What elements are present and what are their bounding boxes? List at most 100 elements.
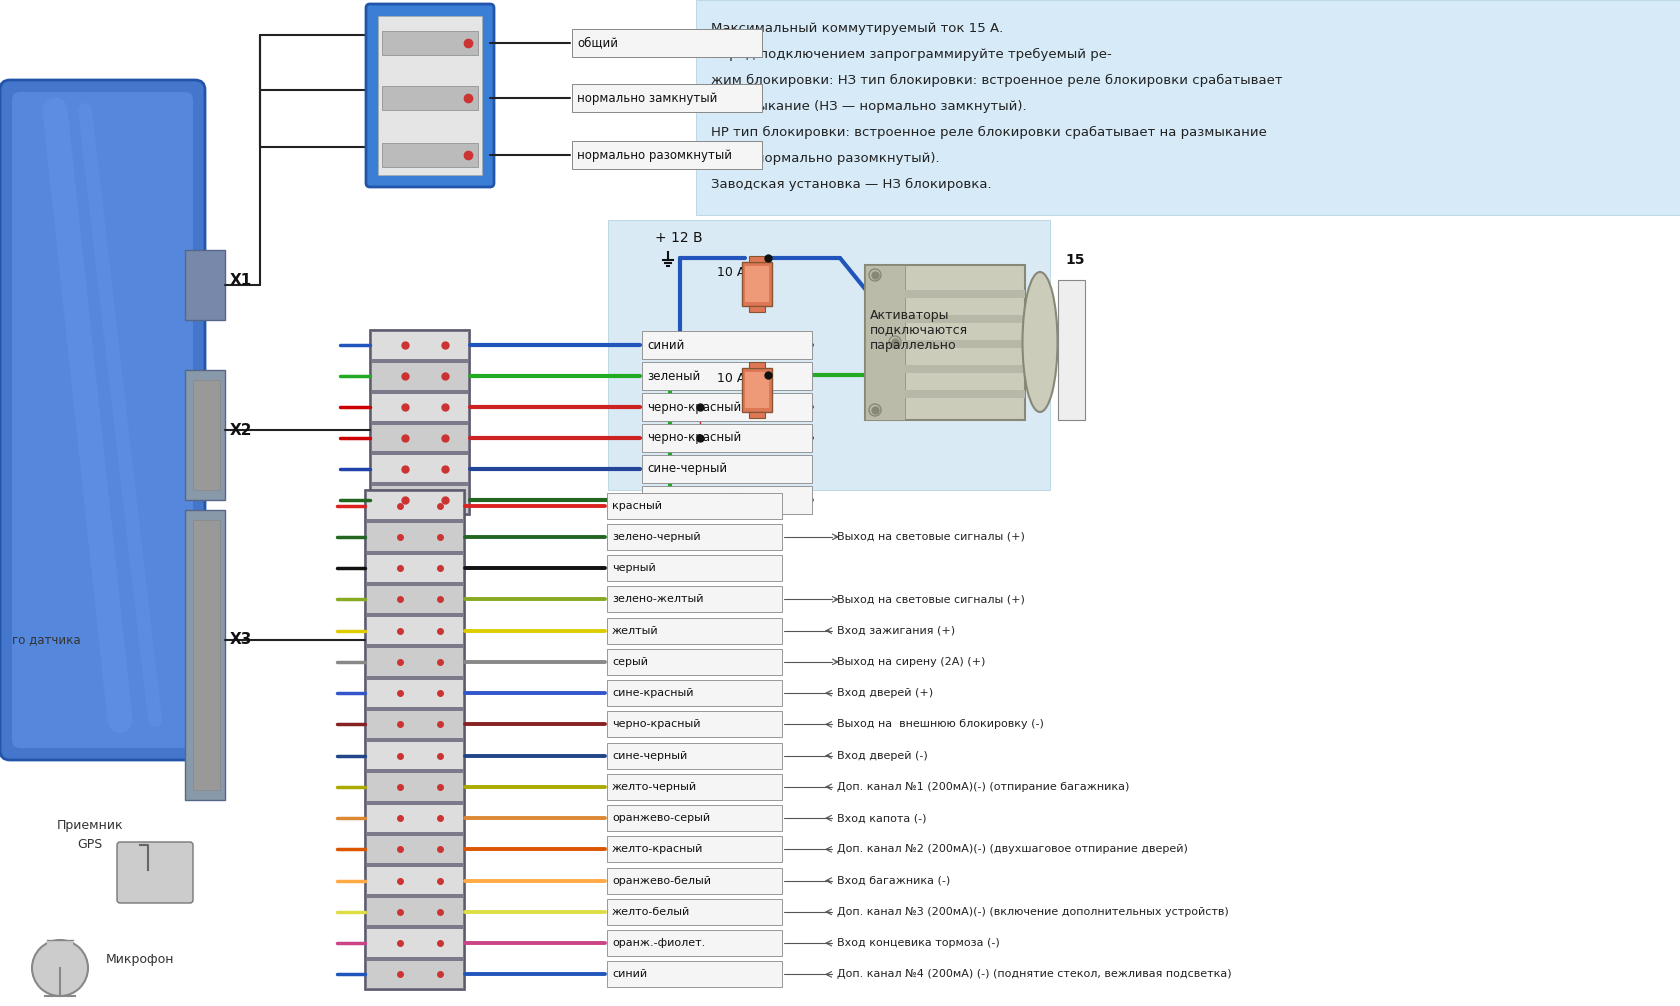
Bar	[47, 940, 72, 970]
FancyBboxPatch shape	[12, 92, 193, 748]
Text: красный: красный	[612, 501, 662, 511]
Bar	[366, 523, 462, 550]
Text: нормально разомкнутый: нормально разомкнутый	[576, 149, 731, 162]
Bar	[606, 774, 781, 800]
Bar	[366, 961, 462, 988]
Text: желто-красный: желто-красный	[612, 844, 702, 854]
Text: на замыкание (НЗ — нормально замкнутый).: на замыкание (НЗ — нормально замкнутый).	[711, 100, 1026, 113]
Bar	[696, 0, 1680, 215]
Bar	[1057, 280, 1084, 420]
Bar	[371, 332, 467, 359]
Bar	[904, 290, 1025, 298]
Bar	[642, 486, 811, 514]
Text: (НР — нормально разомкнутый).: (НР — нормально разомкнутый).	[711, 152, 939, 165]
Bar	[749, 306, 764, 312]
Text: Вход зажигания (+): Вход зажигания (+)	[837, 626, 954, 636]
Bar	[606, 742, 781, 769]
Text: Максимальный коммутируемый ток 15 А.: Максимальный коммутируемый ток 15 А.	[711, 22, 1003, 35]
Bar	[371, 456, 467, 482]
Bar	[744, 372, 768, 408]
Text: Вход капота (-): Вход капота (-)	[837, 813, 926, 823]
Ellipse shape	[1021, 272, 1057, 412]
Bar	[371, 393, 467, 421]
Text: X3: X3	[230, 633, 252, 648]
Bar	[185, 250, 225, 320]
Text: X1: X1	[230, 273, 252, 288]
Text: НР тип блокировки: встроенное реле блокировки срабатывает на размыкание: НР тип блокировки: встроенное реле блоки…	[711, 126, 1267, 139]
Bar	[193, 380, 220, 490]
Text: Выход на световые сигналы (+): Выход на световые сигналы (+)	[837, 532, 1025, 542]
Circle shape	[32, 940, 87, 996]
Bar	[366, 930, 462, 957]
Bar	[366, 742, 462, 770]
Text: сине-черный: сине-черный	[612, 750, 687, 761]
Text: черно-красный: черно-красный	[647, 400, 741, 413]
Bar	[606, 680, 781, 706]
Text: желто-черный: желто-черный	[612, 782, 697, 792]
Bar	[366, 805, 462, 832]
Bar	[606, 931, 781, 956]
Text: Выход на  внешнюю блокировку (-): Выход на внешнюю блокировку (-)	[837, 719, 1043, 729]
Text: черно-красный: черно-красный	[612, 719, 701, 729]
Text: Микрофон: Микрофон	[106, 954, 175, 967]
Text: желтый: желтый	[612, 626, 659, 636]
Bar	[354, 480, 1680, 1006]
Bar	[381, 86, 477, 110]
Bar	[365, 490, 465, 990]
Bar	[606, 493, 781, 519]
Bar	[606, 805, 781, 831]
Text: Доп. канал №1 (200мА)(-) (отпирание багажника): Доп. канал №1 (200мА)(-) (отпирание бага…	[837, 782, 1129, 792]
Bar	[185, 510, 225, 800]
Bar	[741, 262, 771, 306]
Bar	[904, 365, 1025, 373]
Bar	[378, 16, 482, 175]
Bar	[608, 220, 1050, 490]
Text: сине-красный: сине-красный	[612, 688, 694, 698]
Text: Приемник: Приемник	[57, 819, 123, 832]
Bar	[366, 554, 462, 581]
Text: GPS: GPS	[77, 838, 102, 851]
Text: го датчика: го датчика	[12, 634, 81, 647]
Text: Заводская установка — НЗ блокировка.: Заводская установка — НЗ блокировка.	[711, 178, 991, 191]
Bar	[366, 648, 462, 675]
Bar	[606, 962, 781, 987]
FancyBboxPatch shape	[366, 4, 494, 187]
Bar	[642, 455, 811, 483]
Bar	[741, 368, 771, 412]
Text: + 12 В: + 12 В	[655, 231, 702, 245]
Bar	[366, 836, 462, 863]
Bar	[904, 315, 1025, 323]
Text: черный: черный	[612, 563, 655, 573]
Bar	[366, 867, 462, 894]
Text: серый: серый	[612, 657, 647, 667]
Bar	[606, 711, 781, 737]
Text: синий: синий	[612, 970, 647, 980]
Bar	[366, 585, 462, 613]
Text: 10 А: 10 А	[717, 372, 744, 385]
Bar	[366, 492, 462, 519]
Bar	[381, 143, 477, 167]
Bar	[642, 393, 811, 422]
Bar	[642, 362, 811, 390]
Bar	[193, 520, 220, 790]
Text: Доп. канал №4 (200мА) (-) (поднятие стекол, вежливая подсветка): Доп. канал №4 (200мА) (-) (поднятие стек…	[837, 970, 1231, 980]
Text: желто-белый: желто-белый	[612, 906, 690, 916]
Text: Доп. канал №2 (200мА)(-) (двухшаговое отпирание дверей): Доп. канал №2 (200мА)(-) (двухшаговое от…	[837, 844, 1188, 854]
FancyBboxPatch shape	[0, 80, 205, 760]
Bar	[606, 649, 781, 675]
Bar	[185, 370, 225, 500]
Text: сине-черный: сине-черный	[647, 462, 727, 475]
Bar	[366, 774, 462, 801]
Text: зелено-черный: зелено-черный	[647, 493, 741, 506]
Bar	[371, 425, 467, 452]
Bar	[865, 265, 1025, 420]
Bar	[370, 330, 470, 515]
Bar	[865, 265, 904, 420]
Bar	[371, 363, 467, 389]
Bar	[904, 340, 1025, 348]
Bar	[749, 256, 764, 262]
Bar	[606, 555, 781, 581]
Bar	[381, 31, 477, 55]
Bar	[606, 586, 781, 613]
Bar	[606, 867, 781, 893]
